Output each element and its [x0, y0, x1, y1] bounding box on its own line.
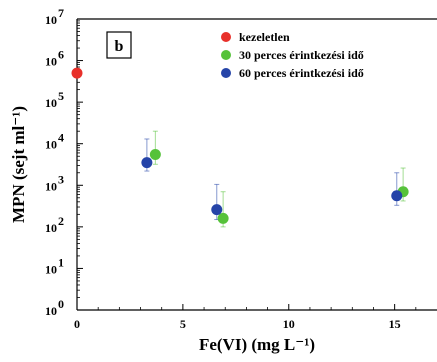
y-tick-label: 10	[45, 221, 57, 235]
x-tick-label: 0	[74, 317, 80, 331]
y-tick-exponent: 7	[58, 6, 64, 20]
panel-label-box	[106, 31, 132, 59]
data-point	[391, 190, 403, 202]
y-tick-exponent: 0	[58, 297, 64, 311]
panel-label: b	[115, 38, 124, 55]
data-point	[149, 149, 161, 161]
y-axis-label: MPN (sejt ml⁻¹)	[9, 106, 28, 223]
legend-label: kezeletlen	[239, 30, 290, 44]
legend-label: 30 perces érintkezési idő	[239, 48, 364, 62]
y-tick-label: 10	[45, 96, 57, 110]
y-tick-exponent: 4	[58, 131, 64, 145]
legend-marker	[221, 32, 231, 42]
y-tick-exponent: 2	[58, 214, 64, 228]
data-point	[217, 212, 229, 224]
y-tick-exponent: 6	[58, 48, 64, 62]
y-tick-exponent: 3	[58, 172, 64, 186]
legend-label: 60 perces érintkezési idő	[239, 66, 364, 80]
legend-marker	[221, 50, 231, 60]
y-tick-exponent: 5	[58, 89, 64, 103]
x-tick-label: 5	[180, 317, 186, 331]
y-tick-label: 10	[45, 262, 57, 276]
data-point	[211, 204, 223, 216]
y-tick-label: 10	[45, 55, 57, 69]
y-tick-label: 10	[45, 179, 57, 193]
legend-marker	[221, 68, 231, 78]
x-tick-label: 10	[283, 317, 295, 331]
y-tick-exponent: 1	[58, 255, 64, 269]
data-point	[71, 67, 83, 79]
data-point	[141, 157, 153, 169]
y-tick-label: 10	[45, 13, 57, 27]
x-axis-label: Fe(VI) (mg L⁻¹)	[199, 335, 315, 354]
y-tick-label: 10	[45, 138, 57, 152]
x-tick-label: 15	[389, 317, 401, 331]
y-tick-label: 10	[45, 304, 57, 318]
